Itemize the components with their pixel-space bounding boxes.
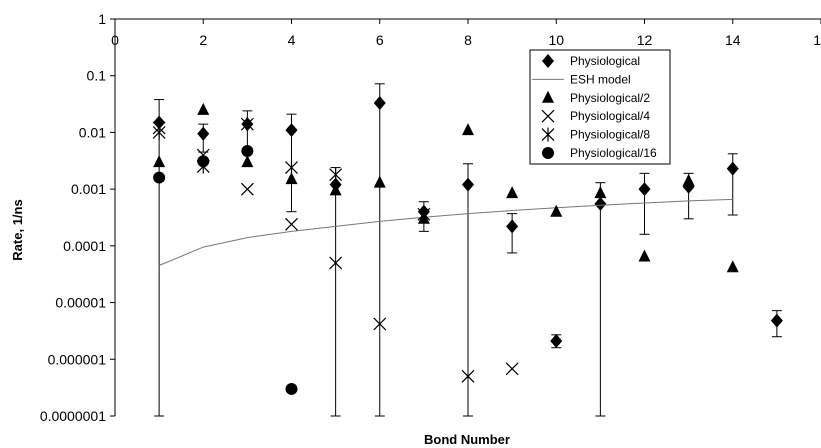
legend-marker [542,90,554,103]
x-stroke [417,207,431,221]
data-point [153,115,166,130]
legend-label: Physiological/2 [570,91,650,105]
data-point [638,182,651,197]
x-tick-label: 4 [288,32,296,48]
x-stroke [240,182,254,196]
x-stroke [505,362,519,376]
data-point [770,313,783,328]
data-point [505,362,519,376]
x-stroke [285,217,298,231]
data-point [506,219,519,234]
data-point [240,117,254,132]
legend-box [529,49,671,165]
data-point [417,211,430,224]
x-stroke [373,317,387,331]
data-point [550,204,563,217]
data-point [329,256,343,270]
legend-label: Physiological [570,54,640,68]
legend-label: ESH model [570,72,631,86]
data-point [285,172,298,185]
data-point [373,317,387,331]
y-tick-label: 0.001 [71,181,106,197]
y-tick-label: 0.01 [79,124,106,140]
data-point [153,155,166,168]
series-physiological-16 [153,145,298,395]
data-point [197,126,210,141]
legend-label: Physiological/4 [570,109,650,123]
x-tick-label: 0 [111,32,119,48]
data-point [726,161,739,176]
series-layer [152,83,783,417]
x-axis-title: Bond Number [424,432,510,447]
data-point [329,183,342,196]
y-tick-label: 0.0000001 [40,408,106,424]
data-point [285,382,298,395]
legend-marker [541,109,555,123]
y-tick-label: 0.0001 [63,238,106,254]
x-tick-label: 8 [464,32,472,48]
data-point [241,145,254,158]
y-tick-label: 0.1 [87,68,107,84]
y-tick-label: 0.000001 [48,351,107,367]
y-tick-label: 0.00001 [55,295,106,311]
data-point [285,160,298,175]
data-point [241,155,254,168]
data-point [417,204,430,219]
data-point [506,186,519,199]
x-tick-label: 16 [813,32,821,48]
y-axis-title: Rate, 1/ns [10,199,25,260]
legend-label: Physiological/8 [570,128,650,142]
series-physiological-2 [153,102,739,273]
x-tick-label: 2 [199,32,207,48]
data-point [152,125,166,140]
axes: 1 0.1 0.01 0.001 0.0001 0.00001 0.000001 0.0000… [40,11,821,424]
data-point [285,217,298,231]
legend-marker [542,147,554,159]
data-point [550,334,563,349]
data-point [726,260,739,273]
x-tick-label: 6 [376,32,384,48]
legend-label: Physiological/16 [570,146,657,160]
data-point [373,175,386,188]
x-tick-label: 10 [548,32,564,48]
x-stroke [329,256,343,270]
data-point [329,167,343,182]
x-stroke [541,109,555,123]
data-point [240,182,254,196]
data-point [682,173,695,186]
legend-marker [542,54,554,68]
data-point [462,177,474,192]
data-point [461,369,475,383]
data-point [462,123,474,136]
data-point [638,249,651,262]
data-point [197,102,210,115]
esh-model-line [158,198,733,266]
data-point [153,171,166,184]
x-stroke [461,369,475,383]
data-point [285,123,298,138]
y-tick-label: 1 [98,11,106,27]
data-point [417,207,431,221]
data-point [197,155,210,168]
legend: Physiological ESH model Physiological/2 Phy… [529,49,671,165]
data-point [594,186,607,199]
series-esh-model [158,198,733,266]
x-tick-label: 14 [725,32,741,48]
x-tick-label: 12 [637,32,653,48]
legend-marker [541,127,555,142]
data-point [373,96,386,111]
data-point [594,196,607,211]
